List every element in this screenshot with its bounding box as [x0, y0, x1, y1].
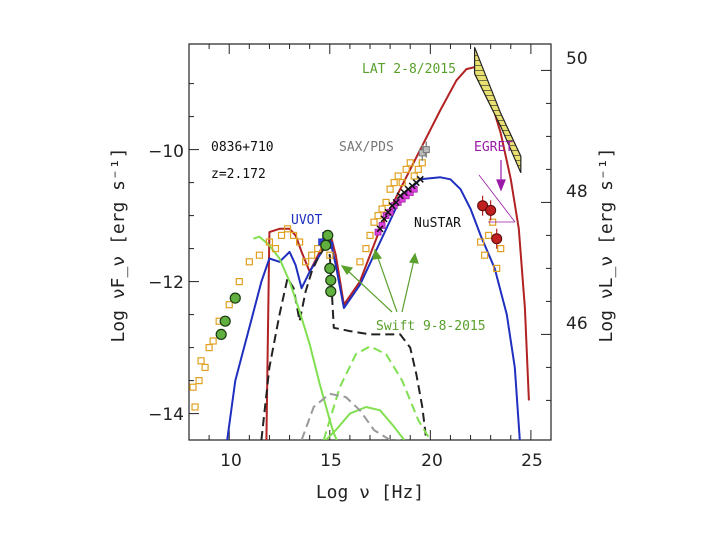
- swift-label: Swift 9-8-2015: [376, 319, 486, 334]
- swift-point: [229, 292, 241, 304]
- archival-point: [477, 238, 485, 246]
- nustar-point: [378, 222, 386, 229]
- archival-point: [209, 337, 217, 345]
- archival-point: [326, 251, 334, 259]
- egret-point: [491, 233, 503, 245]
- archival-point: [201, 363, 209, 371]
- archival-point: [406, 159, 414, 167]
- archival-point: [195, 377, 203, 385]
- archival-point: [255, 251, 263, 259]
- model-curve: [260, 247, 428, 440]
- swift-point: [324, 262, 336, 274]
- nustar-black-point: [416, 175, 424, 183]
- egret-label: EGRET: [474, 140, 513, 155]
- saxpds-label: SAX/PDS: [339, 140, 394, 155]
- egret-arrow: [478, 160, 516, 223]
- x-axis-title: Log ν [Hz]: [316, 482, 424, 503]
- y-right-tick-label: 48: [566, 182, 588, 202]
- swift-point: [219, 315, 231, 327]
- model-curve: [226, 176, 521, 440]
- source-name-label: 0836+710: [211, 140, 274, 155]
- archival-point: [386, 185, 394, 193]
- model-curve: [265, 66, 530, 440]
- archival-point: [362, 245, 370, 253]
- y-right-tick-label: 46: [566, 314, 588, 334]
- y-tick-label: −14: [148, 405, 184, 425]
- swift-point: [325, 274, 337, 286]
- archival-point: [366, 231, 374, 239]
- archival-point: [189, 383, 197, 391]
- archival-point: [497, 245, 505, 253]
- y-axis-title: Log νF_ν [erg s⁻¹]: [108, 147, 129, 342]
- data-points: [189, 141, 505, 411]
- redshift-label: z=2.172: [211, 167, 266, 182]
- archival-point: [402, 165, 410, 173]
- nustar-point: [374, 228, 382, 236]
- nustar-black-point: [376, 225, 384, 233]
- archival-point: [296, 238, 304, 246]
- nustar-black-point: [380, 215, 388, 223]
- archival-point: [235, 278, 243, 286]
- archival-point: [382, 198, 390, 206]
- archival-point: [302, 258, 310, 266]
- y-tick-label: −10: [148, 142, 184, 162]
- model-curve: [300, 392, 401, 440]
- archival-point: [370, 218, 378, 226]
- archival-point: [356, 258, 364, 266]
- archival-point: [410, 172, 418, 180]
- x-tick-label: 25: [521, 451, 543, 471]
- archival-point: [277, 231, 286, 239]
- archival-point: [493, 264, 501, 272]
- uvot-label: UVOT: [291, 213, 322, 228]
- nustar-black-point: [392, 198, 400, 206]
- nustar-point: [410, 185, 418, 193]
- archival-point: [197, 357, 205, 365]
- model-curve: [325, 406, 405, 440]
- model-curve: [322, 345, 432, 440]
- archival-point: [394, 172, 402, 180]
- archival-point: [308, 251, 316, 259]
- swift-point: [325, 285, 337, 298]
- y-right-tick-label: 50: [566, 49, 588, 69]
- archival-point: [414, 165, 422, 173]
- archival-point: [245, 258, 253, 266]
- archival-point: [289, 231, 298, 239]
- x-tick-label: 15: [320, 451, 342, 471]
- archival-point: [390, 179, 398, 187]
- nustar-black-point: [384, 208, 392, 216]
- archival-point: [205, 344, 213, 352]
- x-tick-label: 10: [220, 451, 242, 471]
- archival-point: [378, 205, 386, 213]
- lat-bowtie: [473, 47, 522, 173]
- archival-point: [314, 245, 322, 253]
- archival-point: [271, 245, 280, 253]
- archival-point: [191, 403, 199, 411]
- y-right-axis-title: Log νL_ν [erg s⁻¹]: [596, 147, 617, 342]
- x-tick-label: 20: [421, 451, 443, 471]
- archival-point: [398, 179, 406, 187]
- lat-label: LAT 2-8/2015: [362, 62, 456, 77]
- swift-point: [215, 328, 227, 340]
- axis-ticks: [188, 44, 552, 440]
- swift-point: [320, 239, 332, 251]
- egret-point: [485, 204, 497, 216]
- nustar-label: NuSTAR: [414, 216, 461, 231]
- sax-point: [422, 146, 430, 154]
- swift-point: [322, 229, 334, 241]
- archival-point: [374, 212, 382, 220]
- archival-point: [485, 231, 493, 239]
- archival-point: [283, 225, 292, 233]
- archival-point: [225, 301, 233, 309]
- archival-point: [265, 238, 274, 246]
- y-tick-label: −12: [148, 273, 184, 293]
- swift-arrows: [340, 248, 419, 313]
- archival-point: [481, 251, 489, 259]
- egret-point: [477, 200, 489, 212]
